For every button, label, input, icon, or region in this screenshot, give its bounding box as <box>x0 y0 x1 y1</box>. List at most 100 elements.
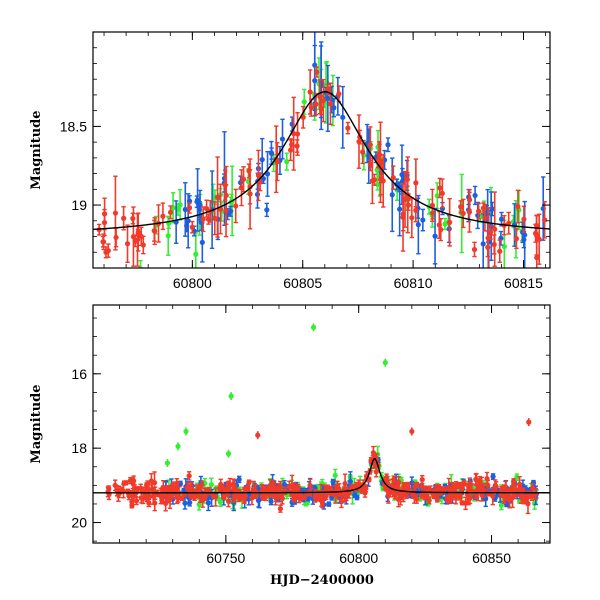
data-point <box>294 143 300 149</box>
data-point <box>146 500 152 506</box>
data-point <box>472 192 478 199</box>
data-point <box>395 496 402 502</box>
data-point <box>121 215 127 221</box>
data-point <box>238 185 245 191</box>
data-point <box>487 229 494 236</box>
bottom-data-layer <box>105 323 539 515</box>
data-point <box>498 216 505 222</box>
data-point <box>513 236 520 242</box>
data-point <box>260 176 267 182</box>
data-point <box>255 497 262 504</box>
data-point <box>492 226 498 232</box>
data-point <box>301 99 307 105</box>
outlier-point <box>310 324 317 330</box>
data-point <box>389 489 396 496</box>
data-point <box>127 477 134 484</box>
data-point <box>529 485 536 491</box>
x-tick-label: 60800 <box>173 275 212 291</box>
data-point <box>100 239 106 245</box>
data-point <box>165 233 171 239</box>
data-point <box>271 492 277 498</box>
data-point <box>243 486 250 493</box>
top-data-layer <box>96 32 548 278</box>
data-point <box>511 492 517 499</box>
data-point <box>196 206 203 213</box>
top-plot-frame <box>92 31 551 269</box>
data-point <box>199 239 205 246</box>
data-point <box>432 233 438 239</box>
data-point <box>225 498 232 504</box>
data-point <box>264 207 270 213</box>
data-point <box>270 481 277 487</box>
data-point <box>471 246 478 253</box>
data-point <box>217 486 223 492</box>
data-point <box>205 500 211 506</box>
data-point <box>458 204 464 210</box>
data-point <box>475 212 481 219</box>
data-point <box>447 219 453 225</box>
data-point <box>533 222 540 229</box>
data-point <box>143 273 148 278</box>
data-point <box>467 483 473 489</box>
data-point <box>145 493 152 499</box>
data-point <box>250 489 256 495</box>
outlier-point <box>228 393 234 399</box>
data-point <box>473 476 479 482</box>
data-point <box>438 227 444 233</box>
x-axis-label: HJD−2400000 <box>270 573 374 588</box>
data-point <box>124 241 131 247</box>
data-point <box>536 236 542 242</box>
data-point <box>376 152 383 158</box>
data-point <box>542 217 548 223</box>
data-point <box>441 485 448 492</box>
x-tick-label: 60850 <box>472 550 511 566</box>
outlier-point <box>164 460 170 466</box>
data-point <box>169 484 175 490</box>
data-point <box>260 485 267 491</box>
data-point <box>199 482 205 488</box>
data-point <box>301 494 307 501</box>
data-point <box>510 478 517 485</box>
y-tick-label: 19 <box>71 197 87 213</box>
x-tick-label: 60750 <box>206 550 245 566</box>
data-point <box>530 480 537 486</box>
data-point <box>152 500 158 506</box>
data-point <box>336 91 342 97</box>
data-point <box>480 241 486 247</box>
data-point <box>360 149 366 155</box>
series-3 <box>105 445 539 515</box>
data-point <box>312 78 318 84</box>
data-point <box>116 489 122 495</box>
outlier-point <box>225 451 232 457</box>
data-point <box>413 207 419 213</box>
data-point <box>214 194 221 200</box>
data-point <box>294 131 301 137</box>
data-point <box>112 210 119 216</box>
data-point <box>163 500 169 506</box>
data-point <box>498 486 505 493</box>
data-point <box>268 150 274 156</box>
data-point <box>385 142 391 148</box>
data-point <box>446 485 452 491</box>
data-point <box>429 210 436 216</box>
bottom-ticks: 60750 60800 60850 16 18 20 <box>71 305 550 566</box>
data-point <box>423 492 430 498</box>
bottom-panel: 60750 60800 60850 16 18 20 Magnitude HJD−2400… <box>29 304 551 588</box>
data-point <box>236 495 242 501</box>
data-point <box>196 492 202 498</box>
outlier-point <box>409 428 415 435</box>
data-point <box>327 101 334 107</box>
data-point <box>223 208 229 214</box>
data-point <box>318 494 324 501</box>
data-point <box>380 178 386 184</box>
data-point <box>331 105 337 111</box>
data-point <box>367 142 373 148</box>
data-point <box>202 493 208 500</box>
data-point <box>196 501 202 508</box>
data-point <box>286 484 292 490</box>
data-point <box>231 487 237 493</box>
data-point <box>419 476 425 483</box>
data-point <box>509 485 515 491</box>
data-point <box>103 249 109 255</box>
